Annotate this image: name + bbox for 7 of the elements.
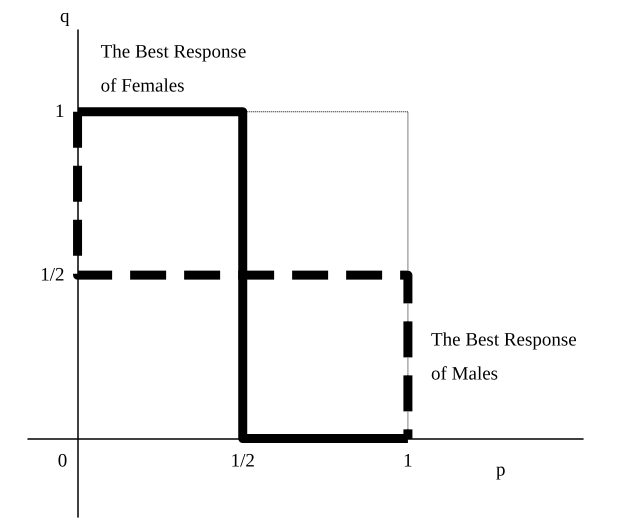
x-axis-title: p xyxy=(496,460,506,481)
x-tick-label: 0 xyxy=(58,450,68,472)
x-tick-label: 1/2 xyxy=(230,450,255,472)
x-tick-label: 1 xyxy=(403,450,413,472)
annotation: The Best Response of Females xyxy=(100,42,246,97)
y-axis-title: q xyxy=(60,6,70,27)
annotation: The Best Response of Males xyxy=(431,329,577,384)
